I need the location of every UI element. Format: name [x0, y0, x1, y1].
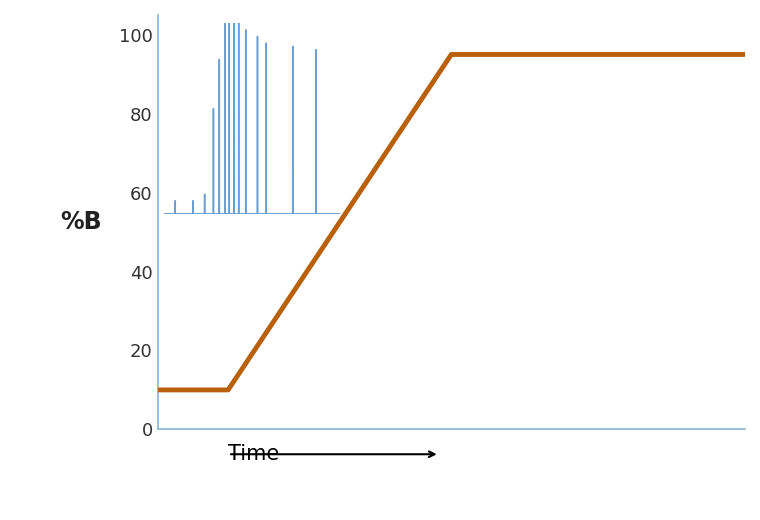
Text: Time: Time: [228, 444, 293, 464]
Y-axis label: %B: %B: [61, 210, 103, 234]
